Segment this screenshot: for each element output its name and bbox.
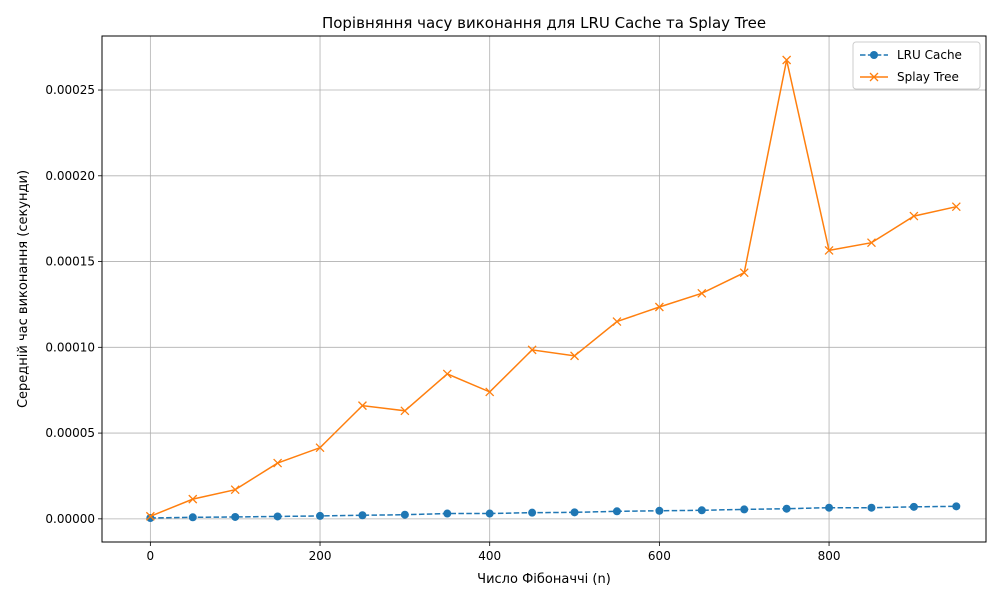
data-point-splay-tree: [782, 55, 792, 65]
data-point-splay-tree: [951, 202, 961, 212]
data-point-lru-cache: [782, 504, 791, 513]
data-point-lru-cache: [231, 512, 240, 521]
data-point-splay-tree: [442, 369, 452, 379]
data-point-splay-tree: [315, 443, 325, 453]
data-point-lru-cache: [570, 508, 579, 517]
data-point-splay-tree: [612, 317, 622, 327]
data-point-splay-tree: [188, 494, 198, 504]
series-lines: [145, 55, 961, 522]
x-tick-label: 400: [478, 549, 501, 563]
y-tick-label: 0.00020: [45, 169, 95, 183]
data-point-lru-cache: [358, 511, 367, 520]
data-point-lru-cache: [825, 503, 834, 512]
data-point-splay-tree: [400, 406, 410, 416]
data-point-lru-cache: [443, 509, 452, 518]
data-point-splay-tree: [824, 245, 834, 255]
x-tick-label: 600: [648, 549, 671, 563]
data-point-splay-tree: [145, 511, 155, 521]
x-axis-ticks: 0 200 400 600 800: [147, 542, 841, 563]
y-tick-label: 0.00015: [45, 255, 95, 269]
legend-marker-lru-cache: [870, 51, 878, 59]
grid: [102, 36, 986, 542]
x-tick-label: 0: [147, 549, 155, 563]
data-point-lru-cache: [188, 513, 197, 522]
plot-area-frame: [101, 35, 987, 543]
x-tick-label: 200: [309, 549, 332, 563]
data-point-lru-cache: [952, 502, 961, 511]
data-point-lru-cache: [612, 507, 621, 516]
data-point-lru-cache: [909, 502, 918, 511]
y-axis-label: Середній час виконання (секунди): [16, 170, 31, 408]
data-point-lru-cache: [485, 509, 494, 518]
data-point-splay-tree: [230, 485, 240, 495]
series-line-lru-cache: [150, 505, 957, 519]
chart-title: Порівняння часу виконання для LRU Cache …: [322, 14, 766, 32]
data-point-splay-tree: [485, 387, 495, 397]
y-tick-label: 0.00005: [45, 426, 95, 440]
data-point-splay-tree: [909, 211, 919, 221]
y-tick-label: 0.00000: [45, 512, 95, 526]
data-point-lru-cache: [528, 508, 537, 517]
y-axis-ticks: 0.00000 0.00005 0.00010 0.00015 0.00020 0.000…: [45, 83, 102, 526]
legend-marker-splay-tree: [869, 72, 879, 82]
y-tick-label: 0.00010: [45, 340, 95, 354]
y-tick-label: 0.00025: [45, 83, 95, 97]
data-point-splay-tree: [357, 401, 367, 411]
x-tick-label: 800: [818, 549, 841, 563]
data-point-splay-tree: [739, 268, 749, 278]
data-point-lru-cache: [697, 506, 706, 515]
data-point-lru-cache: [400, 510, 409, 519]
series-line-splay-tree: [150, 59, 957, 517]
x-axis-label: Число Фібоначчі (n): [477, 572, 611, 587]
legend: LRU Cache Splay Tree: [852, 41, 981, 90]
data-point-lru-cache: [316, 511, 325, 520]
data-point-splay-tree: [273, 458, 283, 468]
data-point-splay-tree: [527, 345, 537, 355]
data-point-splay-tree: [570, 351, 580, 361]
data-point-lru-cache: [740, 505, 749, 514]
legend-label-lru-cache: LRU Cache: [897, 48, 962, 62]
legend-label-splay-tree: Splay Tree: [897, 70, 959, 84]
data-point-splay-tree: [697, 288, 707, 298]
data-point-splay-tree: [654, 302, 664, 312]
series-splay-tree: [145, 55, 961, 521]
data-point-lru-cache: [273, 512, 282, 521]
data-point-lru-cache: [867, 503, 876, 512]
data-point-splay-tree: [867, 238, 876, 248]
series-lru-cache: [146, 502, 961, 522]
data-point-lru-cache: [655, 506, 664, 515]
